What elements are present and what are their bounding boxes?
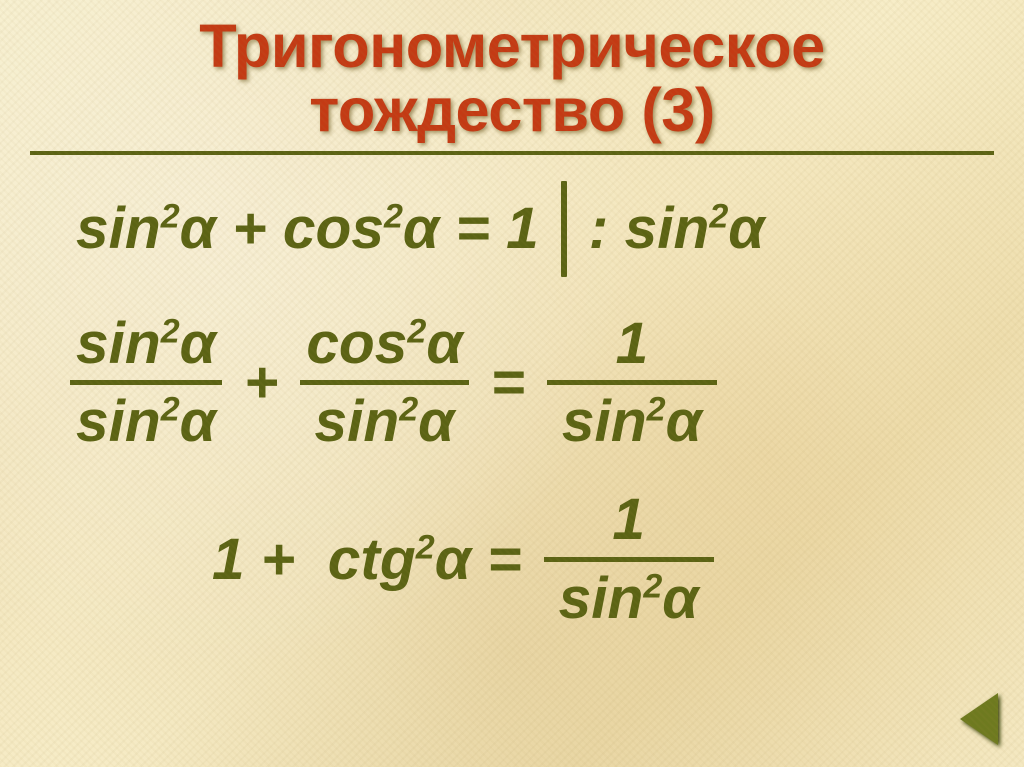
fraction-bar <box>544 557 714 562</box>
alpha: α <box>435 527 471 592</box>
fraction-bar <box>547 380 717 385</box>
slide-title: Тригонометрическое тождество (3) <box>30 14 994 143</box>
power-2: 2 <box>161 391 180 429</box>
sin-text: sin <box>625 196 710 261</box>
vertical-divider <box>561 181 567 277</box>
equals: = <box>471 527 522 592</box>
alpha: α <box>426 311 462 376</box>
sin-text: sin <box>76 389 161 454</box>
numerator: sin2α <box>70 313 222 375</box>
alpha: α <box>180 389 216 454</box>
sin-text: sin <box>314 389 399 454</box>
fraction-bar <box>70 380 222 385</box>
denominator: sin2α <box>556 391 708 453</box>
fraction-bar <box>300 380 468 385</box>
slide: Тригонометрическое тождество (3) sin2α +… <box>0 0 1024 767</box>
sin-text: sin <box>562 389 647 454</box>
alpha: α <box>666 389 702 454</box>
identity-line-3: 1 + сtg2α = 1 sin2α <box>212 489 982 629</box>
power-2: 2 <box>384 198 403 236</box>
power-2: 2 <box>643 567 662 605</box>
alpha: α <box>728 196 764 261</box>
cos-text: cos <box>283 196 384 261</box>
alpha: α <box>418 389 454 454</box>
plus-operator: + <box>242 349 280 416</box>
title-line-2: тождество (3) <box>30 78 994 142</box>
fraction-one-over-sin: 1 sin2α <box>544 489 714 629</box>
cos-text: cos <box>306 311 407 376</box>
content: sin2α + cos2α = 1 : sin2α sin2α sin2α + <box>30 181 994 629</box>
divide-by-note: : sin2α <box>589 195 765 262</box>
power-2: 2 <box>709 198 728 236</box>
sin-text: sin <box>559 566 644 631</box>
fraction-one-over-sin: 1 sin2α <box>547 313 717 453</box>
sin-text: sin <box>76 311 161 376</box>
title-line-1: Тригонометрическое <box>30 14 994 78</box>
numerator: 1 <box>610 313 655 375</box>
equals-operator: = <box>489 349 527 416</box>
identity-line-1: sin2α + cos2α = 1 : sin2α <box>76 181 982 277</box>
alpha: α <box>662 566 698 631</box>
identity-line-2: sin2α sin2α + cos2α sin2α = 1 <box>70 313 982 453</box>
fraction-sin-over-sin: sin2α sin2α <box>70 313 222 453</box>
alpha: α <box>403 196 439 261</box>
prev-slide-icon[interactable] <box>960 693 998 745</box>
sin-text: sin <box>76 196 161 261</box>
denominator: sin2α <box>308 391 460 453</box>
power-2: 2 <box>416 528 435 566</box>
denominator: sin2α <box>553 568 705 630</box>
lhs: 1 + сtg2α = <box>212 526 522 593</box>
equals-one: = 1 <box>439 196 538 261</box>
title-underline <box>30 151 994 155</box>
alpha: α <box>180 311 216 376</box>
power-2: 2 <box>399 391 418 429</box>
power-2: 2 <box>407 312 426 350</box>
power-2: 2 <box>161 312 180 350</box>
colon: : <box>589 196 625 261</box>
alpha: α <box>180 196 216 261</box>
numerator: cos2α <box>300 313 468 375</box>
power-2: 2 <box>161 198 180 236</box>
pythagorean-identity: sin2α + cos2α = 1 <box>76 195 539 262</box>
numerator: 1 <box>606 489 651 551</box>
power-2: 2 <box>647 391 666 429</box>
ctg-text: сtg <box>328 527 416 592</box>
plus: + <box>216 196 283 261</box>
denominator: sin2α <box>70 391 222 453</box>
fraction-cos-over-sin: cos2α sin2α <box>300 313 468 453</box>
one-plus: 1 + <box>212 527 311 592</box>
